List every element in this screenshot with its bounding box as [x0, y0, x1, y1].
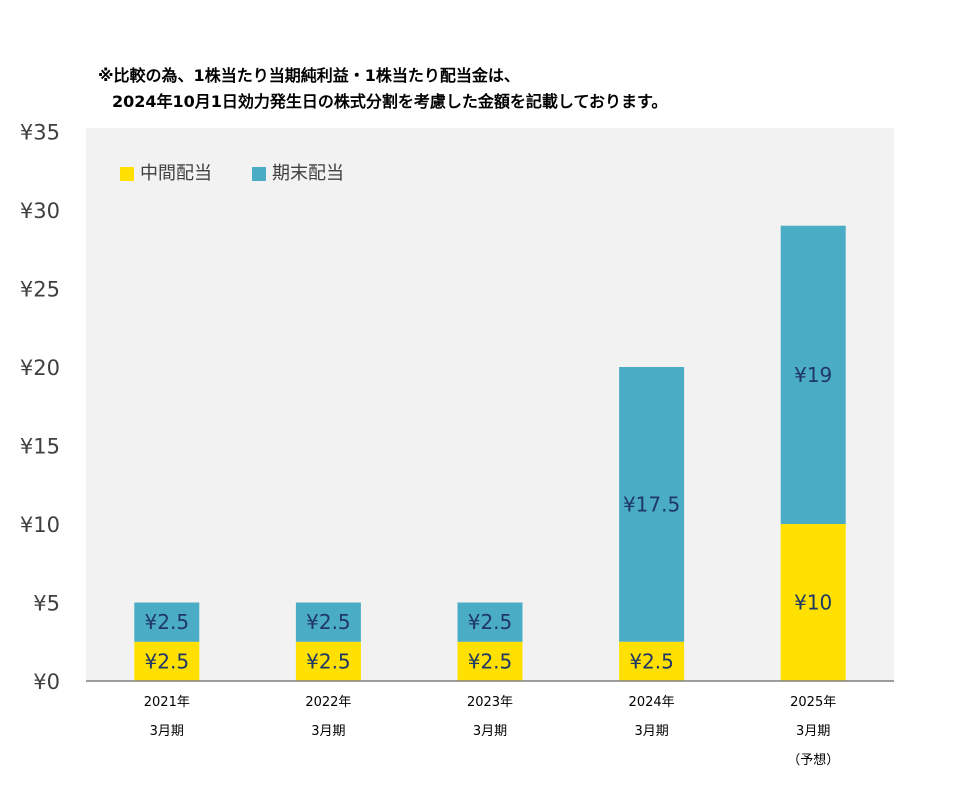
bar-value-label: ¥17.5: [623, 492, 680, 516]
y-tick-label: ¥35: [20, 121, 60, 145]
bar-segment-year-end: [780, 225, 846, 524]
bar-segment-year-end: [295, 602, 361, 642]
bar-segment-interim: [619, 641, 685, 681]
bar-segment-year-end: [457, 602, 523, 642]
bar-segment-interim: [295, 641, 361, 681]
x-tick-label: （予想）: [787, 752, 839, 768]
chart-note-line-1: ※比較の為、1株当たり当期純利益・1株当たり配当金は、: [98, 66, 520, 85]
x-tick-label: 2021年: [144, 695, 190, 710]
bar-labels: ¥2.5 ¥2.5 ¥2.5 ¥2.5 ¥2.5 ¥2.5 ¥2.5 ¥17.5 ¥10 ¥19: [145, 363, 833, 674]
plot-area: [86, 128, 894, 681]
legend-swatch: [120, 167, 134, 181]
y-tick-label: ¥20: [20, 356, 60, 380]
legend-label: 中間配当: [140, 163, 212, 184]
x-tick-label: 3月期: [634, 724, 668, 739]
y-axis-ticks: ¥0 ¥5 ¥10 ¥15 ¥20 ¥25 ¥30 ¥35: [20, 121, 60, 695]
x-tick-label: 2024年: [629, 695, 675, 710]
bar-value-label: ¥2.5: [306, 610, 351, 634]
y-tick-label: ¥5: [33, 592, 60, 616]
y-tick-label: ¥25: [20, 278, 60, 302]
bar-value-label: ¥2.5: [145, 649, 190, 673]
y-tick-label: ¥15: [20, 435, 60, 459]
bar-value-label: ¥2.5: [468, 610, 513, 634]
legend-swatch: [252, 167, 266, 181]
bar-segment-year-end: [619, 367, 685, 642]
y-tick-label: ¥0: [33, 670, 60, 694]
chart-note-line-2: 2024年10月1日効力発生日の株式分割を考慮した金額を記載しております。: [112, 92, 668, 111]
x-tick-label: 3月期: [311, 724, 345, 739]
bars: [134, 225, 846, 681]
bar-segment-interim: [780, 524, 846, 681]
y-tick-label: ¥30: [20, 199, 60, 223]
x-tick-label: 2023年: [467, 695, 513, 710]
bar-value-label: ¥2.5: [629, 649, 674, 673]
bar-value-label: ¥19: [794, 363, 832, 387]
x-tick-label: 2025年: [790, 695, 836, 710]
legend: 中間配当 期末配当: [120, 163, 344, 184]
bar-value-label: ¥2.5: [468, 649, 513, 673]
x-axis-ticks: 2021年 3月期 2022年 3月期 2023年 3月期 2024年 3月期 2025年 3月期…: [144, 695, 839, 768]
y-tick-label: ¥10: [20, 513, 60, 537]
x-tick-label: 3月期: [150, 724, 184, 739]
x-tick-label: 3月期: [473, 724, 507, 739]
legend-label: 期末配当: [272, 163, 344, 184]
bar-value-label: ¥2.5: [145, 610, 190, 634]
bar-value-label: ¥10: [794, 591, 832, 615]
bar-value-label: ¥2.5: [306, 649, 351, 673]
bar-segment-year-end: [134, 602, 200, 642]
bar-segment-interim: [134, 641, 200, 681]
bar-segment-interim: [457, 641, 523, 681]
x-tick-label: 2022年: [305, 695, 351, 710]
x-tick-label: 3月期: [796, 724, 830, 739]
